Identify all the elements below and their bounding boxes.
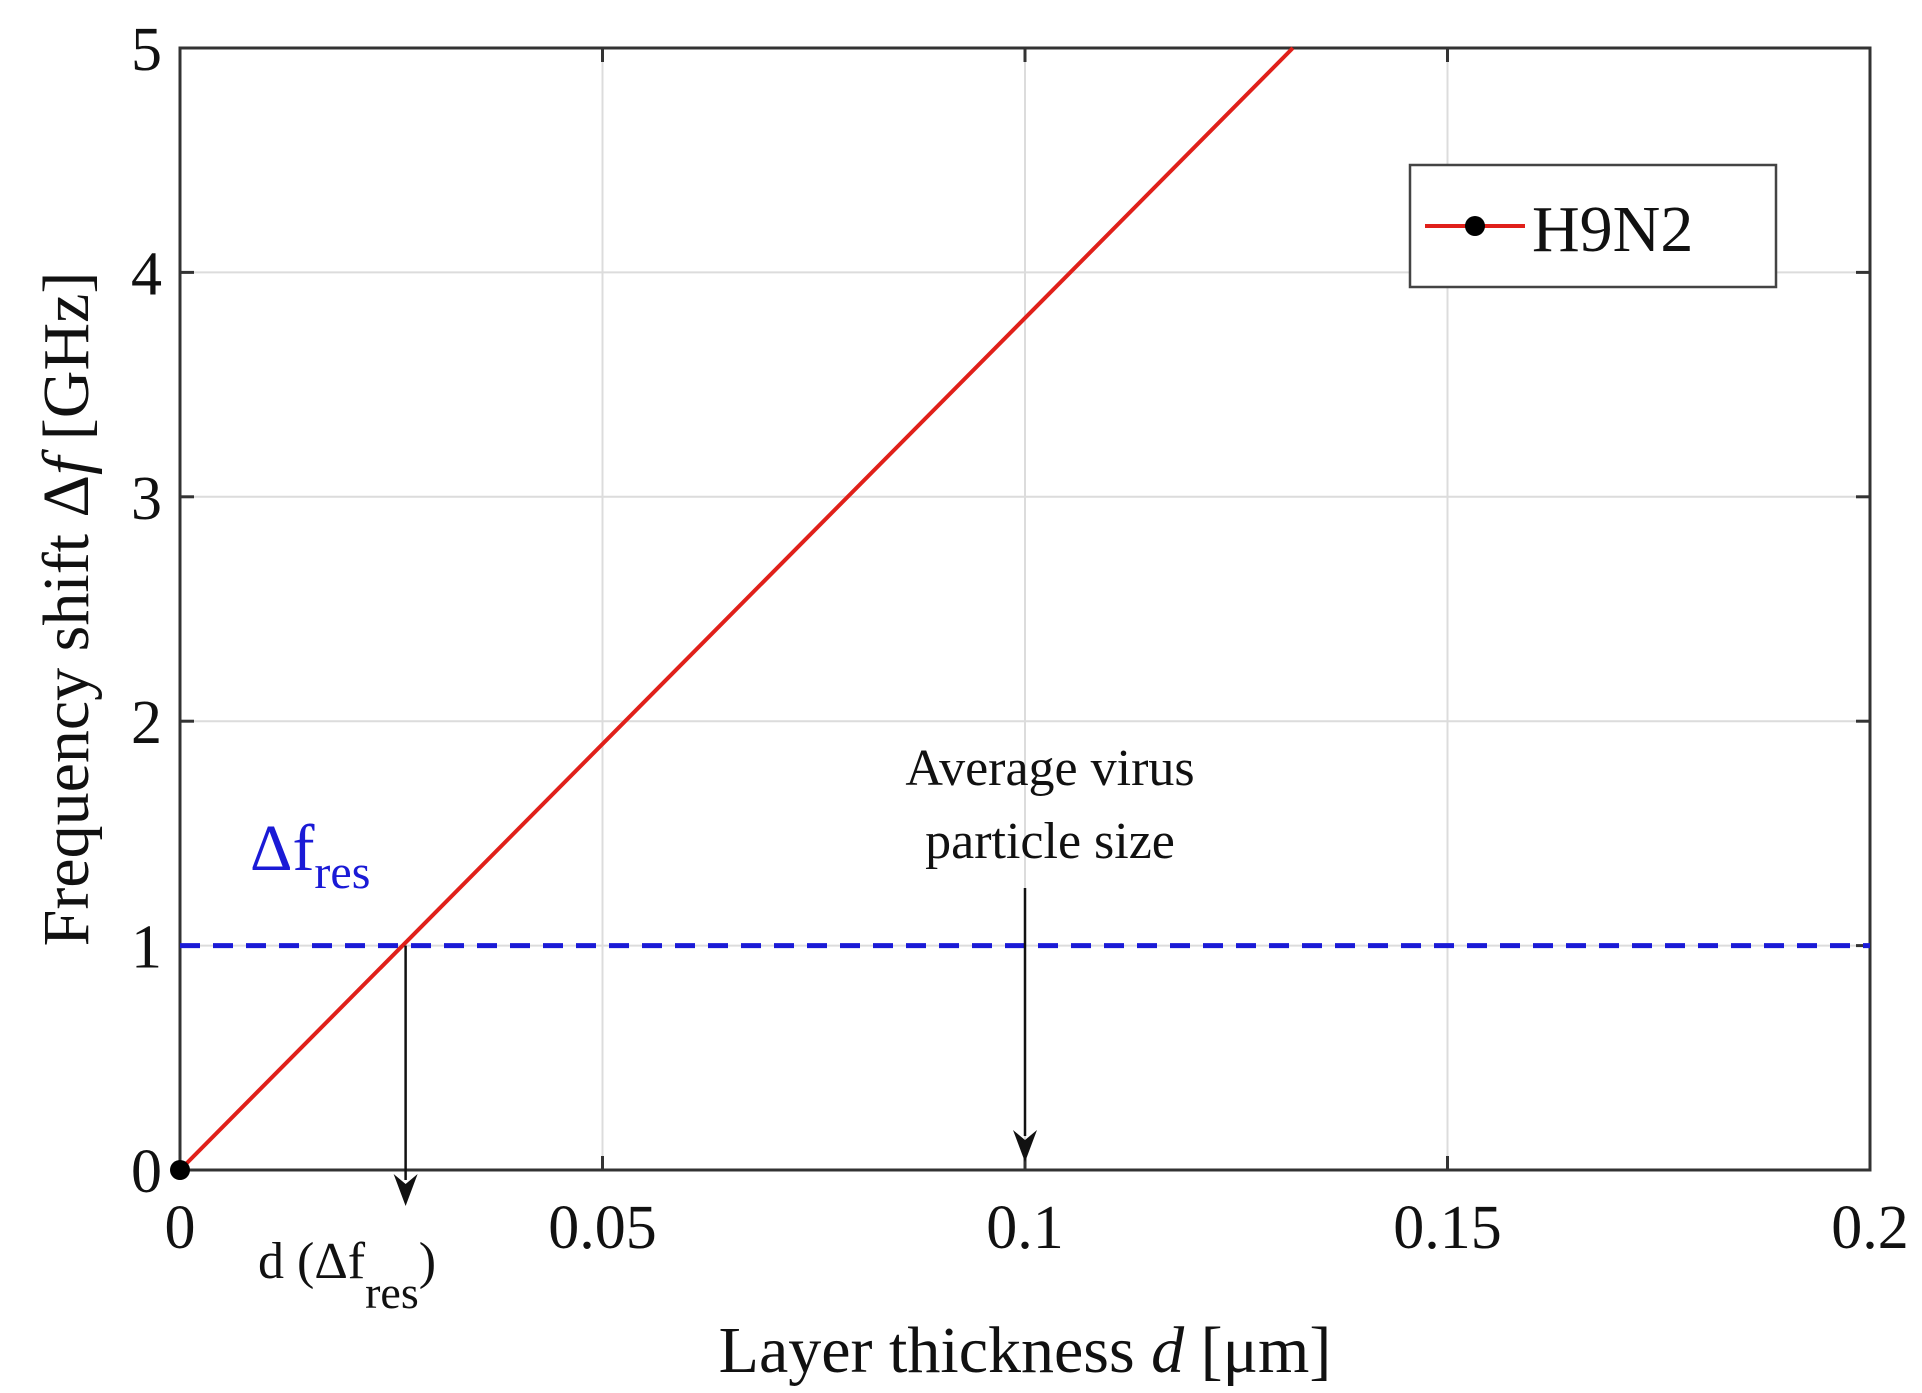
arrow-virus-size-head: [1013, 1130, 1037, 1162]
y-axis-title: Frequency shift Δf [GHz]: [30, 272, 103, 947]
y-tick-label: 5: [131, 16, 162, 84]
y-axis-title-unit: [GHz]: [30, 272, 103, 457]
annotation-d-res: d (Δfres): [258, 1233, 436, 1318]
tick-labels: 0 0.05 0.1 0.15 0.2 0 1 2 3 4 5: [131, 16, 1909, 1262]
x-axis-title-unit: [μm]: [1184, 1314, 1331, 1387]
legend-marker-h9n2: [1465, 216, 1485, 236]
x-tick-label: 0.15: [1393, 1194, 1502, 1262]
series-marker-origin: [170, 1160, 190, 1180]
x-axis-title-text: Layer thickness: [719, 1314, 1152, 1387]
annotation-virus-line2: particle size: [925, 813, 1175, 870]
y-tick-label: 2: [131, 689, 162, 757]
x-tick-label: 0.1: [986, 1194, 1064, 1262]
threshold-label: Δfres: [250, 812, 370, 899]
threshold-label-main: Δf: [250, 812, 314, 885]
y-tick-label: 0: [131, 1138, 162, 1206]
x-tick-label: 0.2: [1831, 1194, 1909, 1262]
y-tick-label: 1: [131, 914, 162, 982]
annotation-virus-line1: Average virus: [905, 740, 1194, 797]
annotation-d-res-sub: res: [365, 1267, 419, 1318]
legend: H9N2: [1408, 163, 1778, 289]
series-line-h9n2: [178, 46, 1295, 1172]
x-tick-label: 0: [165, 1194, 196, 1262]
y-tick-label: 4: [131, 240, 162, 308]
arrow-d-res-head: [393, 1174, 418, 1206]
threshold-label-sub: res: [314, 846, 370, 899]
legend-label-h9n2: H9N2: [1532, 193, 1693, 266]
annotation-arrows: [393, 888, 1037, 1206]
y-tick-label: 3: [131, 465, 162, 533]
x-axis-title-var: d: [1151, 1314, 1185, 1387]
annotation-d-res-close: ): [419, 1233, 436, 1290]
y-axis-title-text: Frequency shift Δ: [30, 475, 103, 946]
x-tick-label: 0.05: [548, 1194, 657, 1262]
annotation-d-res-main: d (Δf: [258, 1233, 366, 1290]
x-axis-title: Layer thickness d [μm]: [719, 1314, 1332, 1387]
